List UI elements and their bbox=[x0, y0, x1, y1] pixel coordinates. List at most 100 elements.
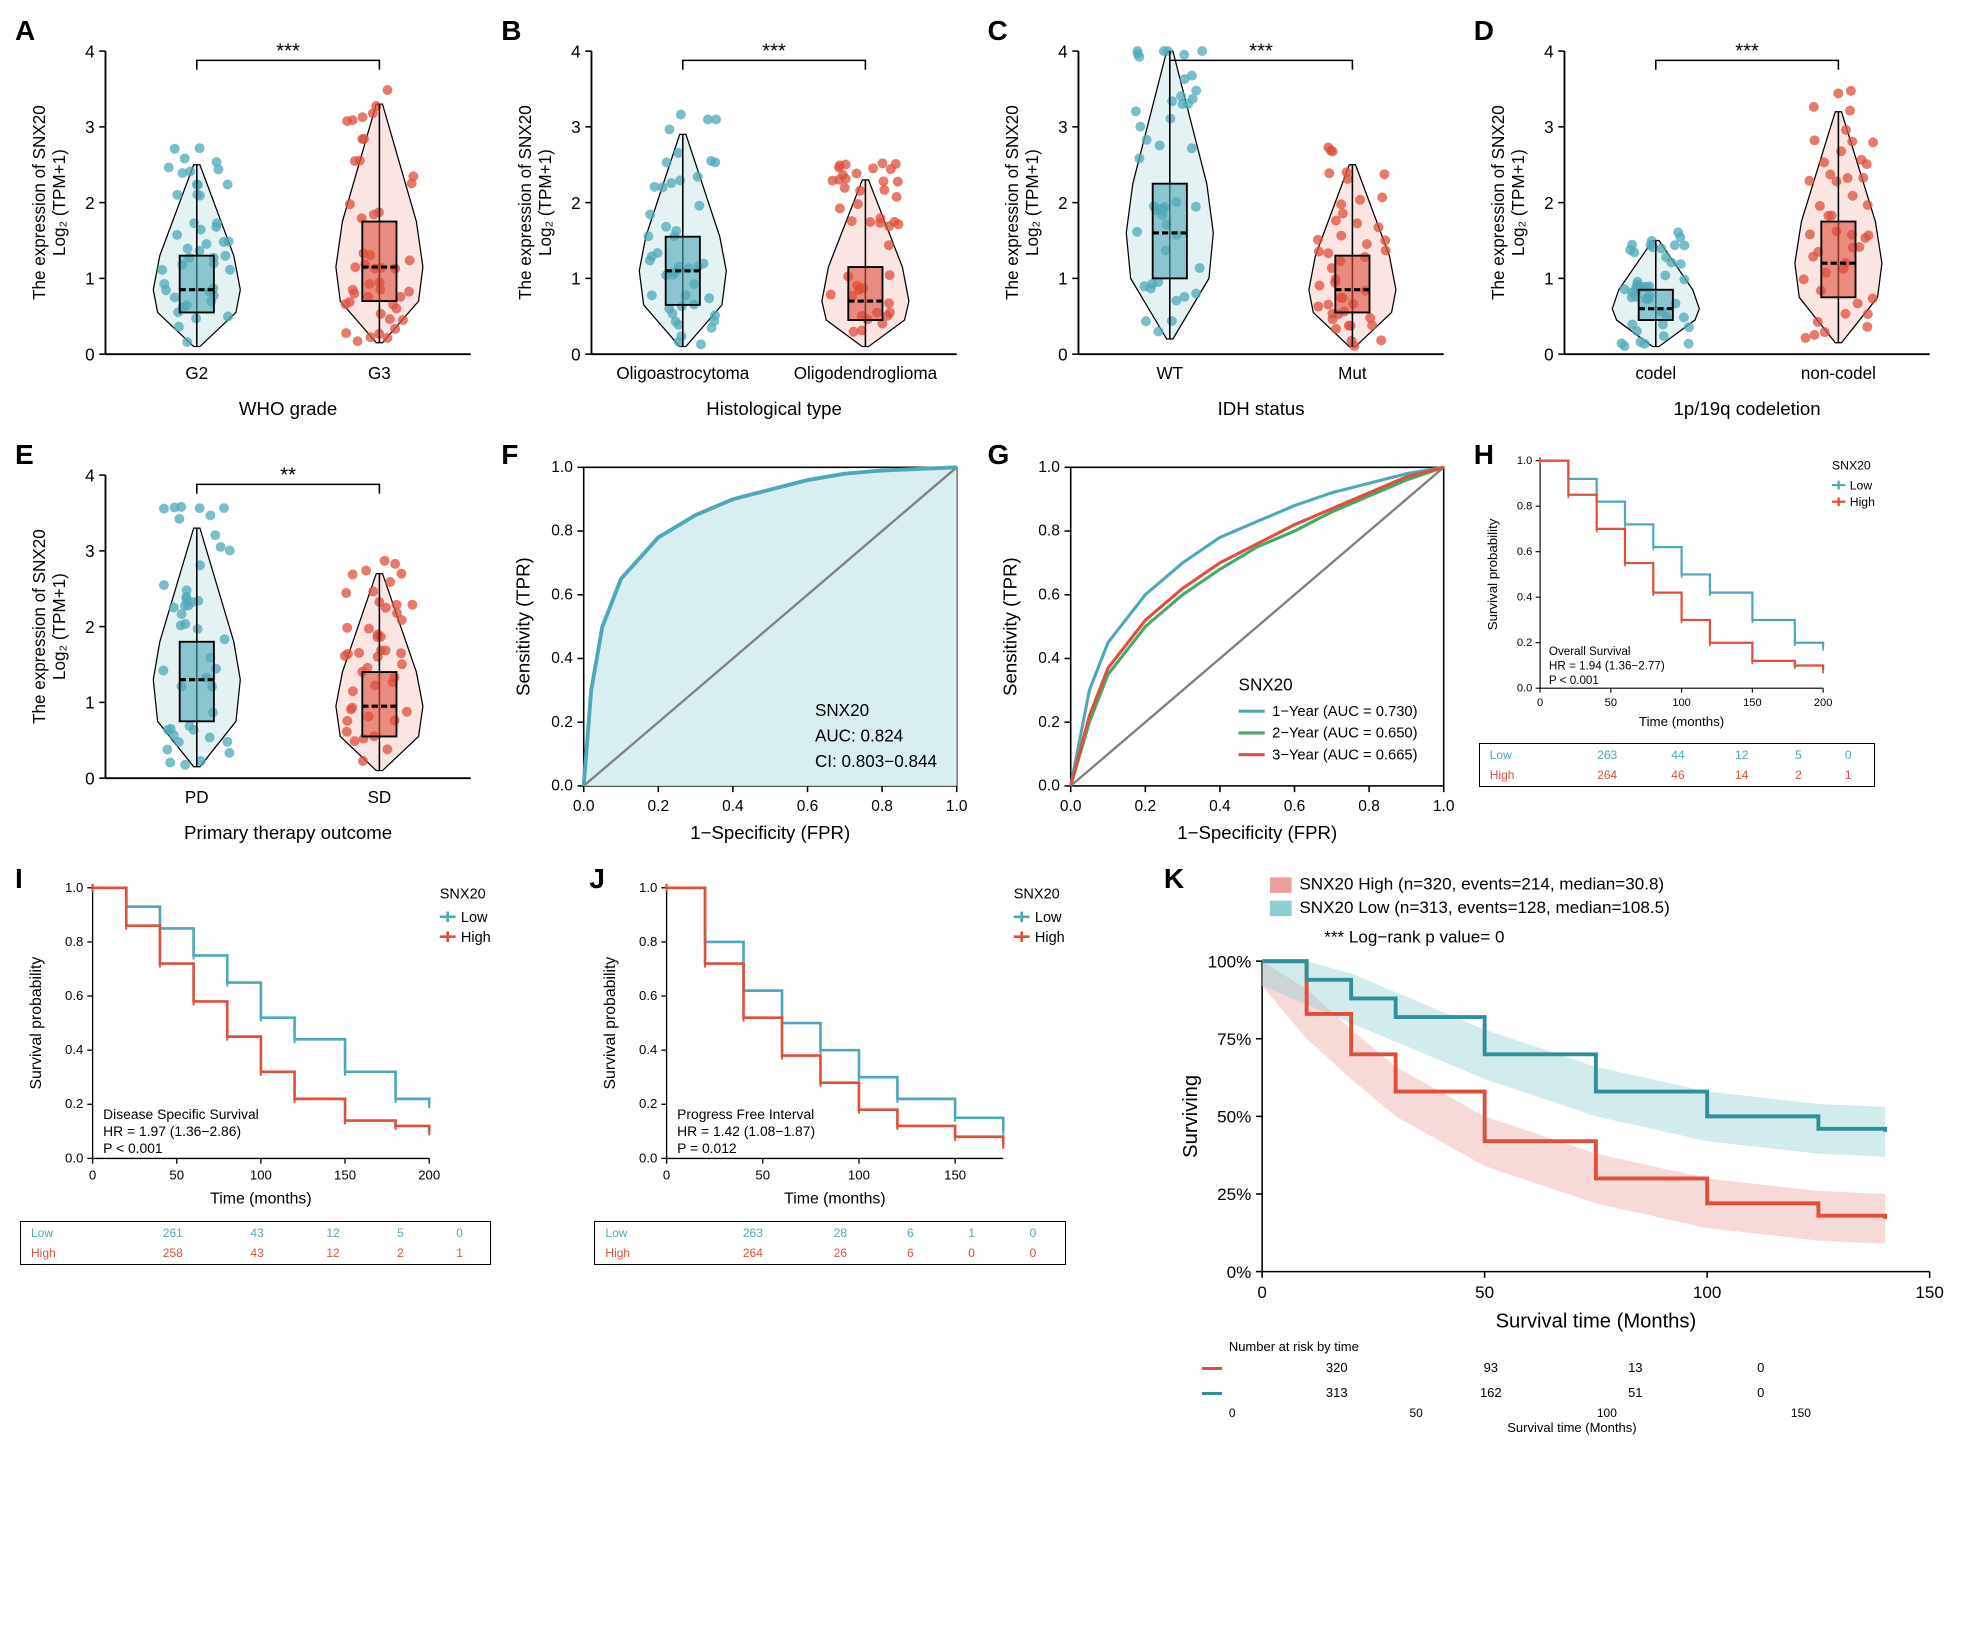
roc-multi-chart: 0.00.00.20.20.40.40.60.60.80.81.01.0SNX2… bbox=[993, 444, 1459, 848]
svg-text:HR = 1.94 (1.36−2.77): HR = 1.94 (1.36−2.77) bbox=[1549, 659, 1665, 672]
svg-text:0: 0 bbox=[1544, 345, 1554, 364]
svg-text:*** Log−rank p value= 0: *** Log−rank p value= 0 bbox=[1324, 928, 1504, 947]
svg-text:3: 3 bbox=[1544, 118, 1554, 137]
svg-text:0.6: 0.6 bbox=[551, 586, 573, 603]
svg-text:SNX20: SNX20 bbox=[1238, 675, 1292, 694]
panel-A: A01234G2G3***The expression of SNX20Log₂… bbox=[20, 20, 486, 429]
svg-text:0.4: 0.4 bbox=[551, 650, 573, 667]
svg-text:WHO grade: WHO grade bbox=[239, 398, 337, 419]
violin-chart: 01234OligoastrocytomaOligodendroglioma**… bbox=[506, 20, 972, 424]
panel-label: K bbox=[1164, 863, 1184, 895]
svg-text:0.4: 0.4 bbox=[65, 1042, 83, 1057]
svg-text:3−Year (AUC = 0.665): 3−Year (AUC = 0.665) bbox=[1272, 747, 1417, 763]
svg-text:SNX20 High (n=320, events=214,: SNX20 High (n=320, events=214, median=30… bbox=[1299, 875, 1664, 894]
panel-G: G0.00.00.20.20.40.40.60.60.80.81.01.0SNX… bbox=[993, 444, 1459, 853]
panel-H: H0.00.20.40.60.81.0050100150200Overall S… bbox=[1479, 444, 1945, 853]
svg-text:Log₂ (TPM+1): Log₂ (TPM+1) bbox=[50, 149, 69, 256]
svg-text:Progress Free Interval: Progress Free Interval bbox=[678, 1106, 815, 1122]
svg-text:0.2: 0.2 bbox=[639, 1096, 657, 1111]
svg-text:50: 50 bbox=[1475, 1283, 1494, 1302]
figure-grid: A01234G2G3***The expression of SNX20Log₂… bbox=[20, 20, 1945, 1435]
svg-text:0.8: 0.8 bbox=[639, 934, 657, 949]
svg-text:0: 0 bbox=[85, 769, 95, 788]
panel-label: A bbox=[15, 15, 35, 47]
svg-text:0.0: 0.0 bbox=[1517, 683, 1532, 695]
svg-text:4: 4 bbox=[1058, 42, 1068, 61]
svg-text:Mut: Mut bbox=[1338, 364, 1367, 383]
svg-text:Survival probability: Survival probability bbox=[1485, 518, 1500, 630]
svg-text:1: 1 bbox=[1058, 270, 1068, 289]
violin-chart: 01234codelnon-codel***The expression of … bbox=[1479, 20, 1945, 424]
svg-text:1: 1 bbox=[85, 270, 95, 289]
svg-text:150: 150 bbox=[1915, 1283, 1943, 1302]
svg-text:200: 200 bbox=[1814, 697, 1833, 709]
svg-text:1.0: 1.0 bbox=[946, 798, 968, 815]
svg-text:1: 1 bbox=[571, 270, 581, 289]
svg-text:G3: G3 bbox=[368, 364, 391, 383]
svg-text:SNX20: SNX20 bbox=[815, 701, 869, 720]
risk-table: Low261431250High258431221 bbox=[20, 1221, 491, 1265]
panel-label: B bbox=[501, 15, 521, 47]
svg-text:4: 4 bbox=[571, 42, 581, 61]
panel-K: K0%25%50%75%100%050100150SNX20 High (n=3… bbox=[1169, 868, 1945, 1435]
svg-text:HR = 1.42 (1.08−1.87): HR = 1.42 (1.08−1.87) bbox=[678, 1123, 816, 1139]
svg-text:Sensitivity (TPR): Sensitivity (TPR) bbox=[999, 557, 1020, 696]
svg-text:Low: Low bbox=[1850, 479, 1873, 493]
svg-text:***: *** bbox=[763, 40, 787, 62]
svg-text:0%: 0% bbox=[1226, 1263, 1251, 1282]
svg-text:1.0: 1.0 bbox=[639, 880, 657, 895]
svg-text:0.4: 0.4 bbox=[1517, 592, 1532, 604]
panel-label: C bbox=[988, 15, 1008, 47]
svg-text:1: 1 bbox=[85, 694, 95, 713]
svg-text:1: 1 bbox=[1544, 270, 1554, 289]
svg-text:0.0: 0.0 bbox=[1059, 798, 1081, 815]
svg-text:50: 50 bbox=[756, 1168, 771, 1183]
svg-text:0.2: 0.2 bbox=[1517, 637, 1532, 649]
svg-text:100: 100 bbox=[1693, 1283, 1721, 1302]
svg-text:Low: Low bbox=[1035, 910, 1062, 926]
svg-text:2: 2 bbox=[1058, 194, 1068, 213]
svg-text:Overall Survival: Overall Survival bbox=[1549, 645, 1631, 658]
svg-text:1p/19q codeletion: 1p/19q codeletion bbox=[1673, 398, 1820, 419]
svg-text:150: 150 bbox=[945, 1168, 967, 1183]
svg-text:50: 50 bbox=[169, 1168, 184, 1183]
svg-text:non-codel: non-codel bbox=[1801, 364, 1876, 383]
svg-text:200: 200 bbox=[418, 1168, 440, 1183]
km-chart: 0.00.20.40.60.81.0050100150200Overall Su… bbox=[1479, 444, 1945, 733]
svg-text:2: 2 bbox=[85, 194, 95, 213]
svg-text:150: 150 bbox=[334, 1168, 356, 1183]
roc-chart: 0.00.00.20.20.40.40.60.60.80.81.01.0SNX2… bbox=[506, 444, 972, 848]
svg-text:0.6: 0.6 bbox=[1283, 798, 1305, 815]
violin-chart: 01234G2G3***The expression of SNX20Log₂ … bbox=[20, 20, 486, 424]
svg-text:SNX20 Low (n=313, events=128,: SNX20 Low (n=313, events=128, median=108… bbox=[1299, 898, 1669, 917]
risk-table: Low26328610High26426600 bbox=[594, 1221, 1065, 1265]
svg-text:0.8: 0.8 bbox=[872, 798, 894, 815]
svg-text:2: 2 bbox=[571, 194, 581, 213]
svg-text:0.2: 0.2 bbox=[1134, 798, 1156, 815]
svg-text:2−Year (AUC = 0.650): 2−Year (AUC = 0.650) bbox=[1272, 726, 1417, 742]
svg-text:100: 100 bbox=[250, 1168, 272, 1183]
svg-text:***: *** bbox=[276, 40, 300, 62]
panel-F: F0.00.00.20.20.40.40.60.60.80.81.01.0SNX… bbox=[506, 444, 972, 853]
svg-text:1.0: 1.0 bbox=[1038, 459, 1060, 476]
svg-text:Low: Low bbox=[461, 910, 488, 926]
svg-text:Log₂ (TPM+1): Log₂ (TPM+1) bbox=[536, 149, 555, 256]
svg-text:2: 2 bbox=[85, 618, 95, 637]
risk-table-k: Number at risk by time320931303131625100… bbox=[1169, 1339, 1945, 1435]
svg-text:Histological type: Histological type bbox=[707, 398, 843, 419]
svg-text:0: 0 bbox=[1058, 345, 1068, 364]
panel-I: I0.00.20.40.60.81.0050100150200Disease S… bbox=[20, 868, 574, 1435]
svg-text:3: 3 bbox=[1058, 118, 1068, 137]
svg-text:0.8: 0.8 bbox=[1038, 523, 1060, 540]
panel-C: C01234WTMut***The expression of SNX20Log… bbox=[993, 20, 1459, 429]
risk-table: Low263441250High264461421 bbox=[1479, 743, 1875, 787]
svg-text:Surviving: Surviving bbox=[1180, 1075, 1202, 1158]
panel-D: D01234codelnon-codel***The expression of… bbox=[1479, 20, 1945, 429]
svg-text:SD: SD bbox=[368, 788, 392, 807]
svg-text:0: 0 bbox=[663, 1168, 670, 1183]
svg-text:IDH status: IDH status bbox=[1217, 398, 1304, 419]
svg-text:150: 150 bbox=[1743, 697, 1762, 709]
svg-text:0.2: 0.2 bbox=[1038, 714, 1060, 731]
svg-text:3: 3 bbox=[85, 542, 95, 561]
svg-text:75%: 75% bbox=[1217, 1030, 1251, 1049]
